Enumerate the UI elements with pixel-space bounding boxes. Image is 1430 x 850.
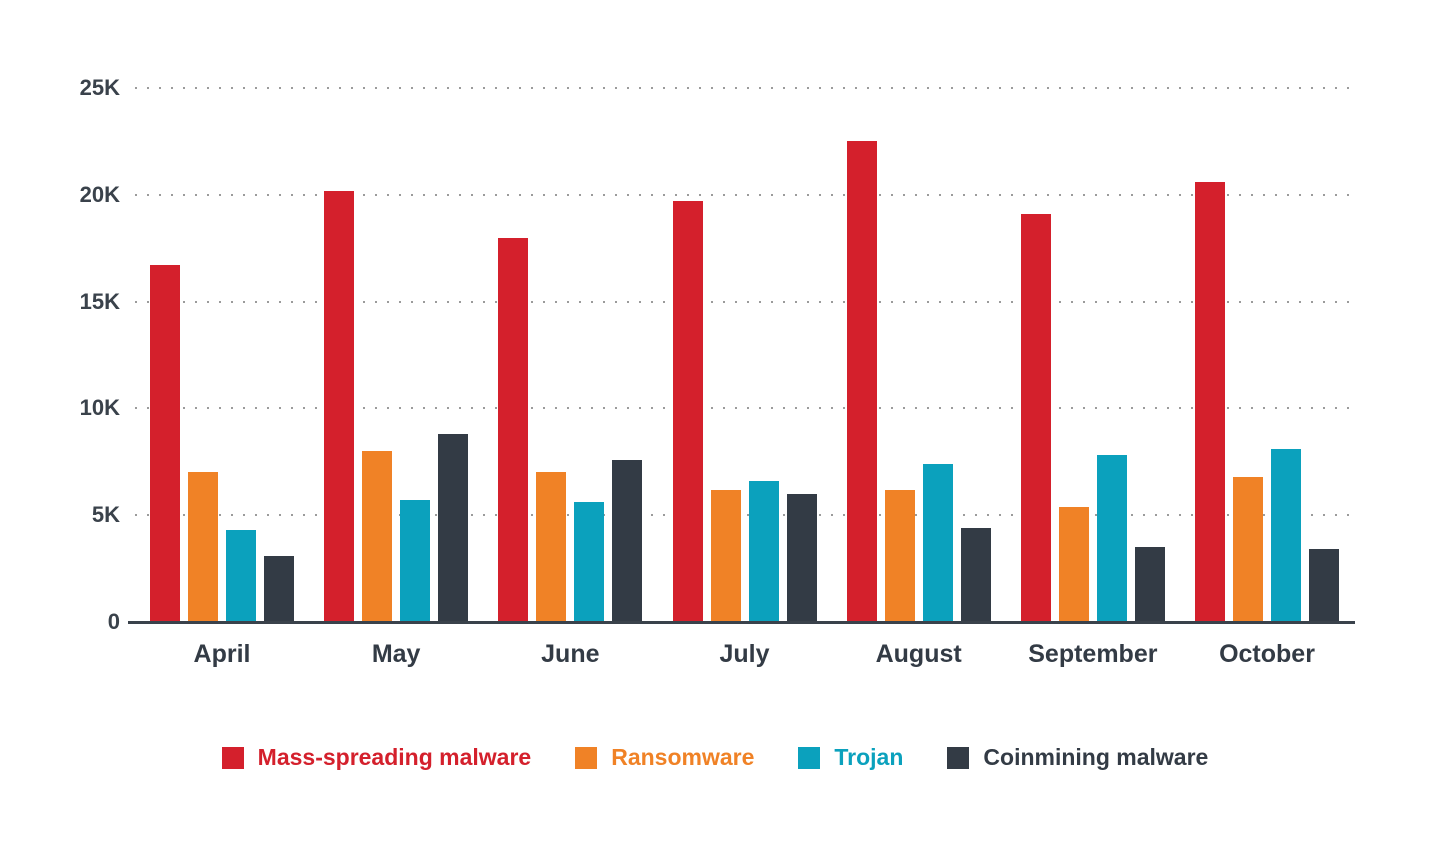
gridline-10k [135, 407, 1355, 410]
legend-swatch-trojan [798, 746, 821, 769]
x-tick-label-september: September [1028, 640, 1158, 668]
bar-ransomware-september [1058, 506, 1089, 622]
bar-group-april [150, 88, 294, 622]
legend-item-coinmining-malware: Coinmining malware [947, 744, 1208, 771]
legend-item-trojan: Trojan [798, 744, 903, 771]
y-tick-label-15k: 15K [79, 288, 120, 314]
bar-coinmining-malware-september [1134, 547, 1165, 622]
x-tick-label-july: July [719, 640, 770, 668]
plot-area [135, 87, 1355, 622]
y-tick-label-0: 0 [107, 609, 120, 634]
legend-swatch-ransomware [575, 746, 598, 769]
bar-trojan-august [922, 463, 953, 622]
bar-mass-spreading-malware-june [498, 237, 529, 622]
bar-coinmining-malware-october [1309, 549, 1340, 622]
bar-coinmining-malware-april [264, 555, 294, 622]
legend-label-ransomware: Ransomware [611, 744, 755, 770]
bar-mass-spreading-malware-september [1020, 214, 1051, 622]
bar-trojan-october [1271, 448, 1302, 622]
bar-mass-spreading-malware-april [150, 265, 180, 622]
gridline-5k [135, 514, 1355, 517]
bar-group-july [672, 88, 817, 622]
x-tick-label-april: April [193, 640, 251, 668]
bar-ransomware-august [884, 489, 915, 622]
gridline-25k [135, 87, 1355, 89]
bar-mass-spreading-malware-august [846, 141, 877, 622]
bar-trojan-june [574, 502, 605, 622]
y-tick-label-10k: 10K [79, 395, 120, 421]
bar-mass-spreading-malware-october [1195, 181, 1226, 622]
bar-trojan-april [226, 530, 256, 622]
y-tick-label-5k: 5K [91, 502, 120, 528]
bar-ransomware-june [536, 472, 567, 622]
x-tick-label-june: June [541, 640, 600, 668]
bar-group-september [1020, 88, 1165, 622]
bar-trojan-july [748, 481, 779, 622]
legend-item-mass-spreading-malware: Mass-spreading malware [221, 744, 532, 771]
bar-coinmining-malware-may [438, 434, 469, 622]
legend: Mass-spreading malware Ransomware Trojan Co… [0, 744, 1430, 771]
bar-group-august [846, 88, 991, 622]
bar-coinmining-malware-july [786, 493, 817, 622]
bar-mass-spreading-malware-may [324, 190, 355, 622]
bar-group-october [1195, 88, 1340, 622]
bar-ransomware-april [188, 472, 218, 622]
x-tick-label-august: August [875, 640, 962, 668]
legend-swatch-mass-spreading-malware [221, 746, 244, 769]
bar-trojan-september [1096, 455, 1127, 622]
bar-ransomware-may [362, 451, 393, 622]
legend-label-mass-spreading-malware: Mass-spreading malware [257, 744, 532, 770]
legend-label-trojan: Trojan [834, 744, 904, 770]
gridline-20k [135, 193, 1355, 196]
x-tick-label-may: May [371, 640, 421, 668]
bar-trojan-may [400, 500, 431, 622]
y-tick-label-25k: 25K [79, 75, 120, 100]
bar-group-june [498, 88, 643, 622]
bar-ransomware-october [1233, 476, 1264, 622]
legend-swatch-coinmining-malware [947, 746, 970, 769]
x-axis-labels: April May June July August September October [135, 640, 1355, 676]
legend-label-coinmining-malware: Coinmining malware [983, 744, 1209, 770]
x-axis-line [128, 621, 1355, 624]
bar-ransomware-july [710, 489, 741, 622]
y-tick-label-20k: 20K [79, 181, 120, 207]
legend-item-ransomware: Ransomware [575, 744, 754, 771]
bar-coinmining-malware-august [960, 528, 991, 622]
x-tick-label-october: October [1219, 640, 1315, 668]
bar-mass-spreading-malware-july [672, 201, 703, 622]
y-axis-labels: 0 5K 10K 15K 20K 25K [40, 75, 120, 634]
bar-group-may [324, 88, 469, 622]
gridline-15k [135, 300, 1355, 303]
bar-coinmining-malware-june [612, 459, 643, 622]
